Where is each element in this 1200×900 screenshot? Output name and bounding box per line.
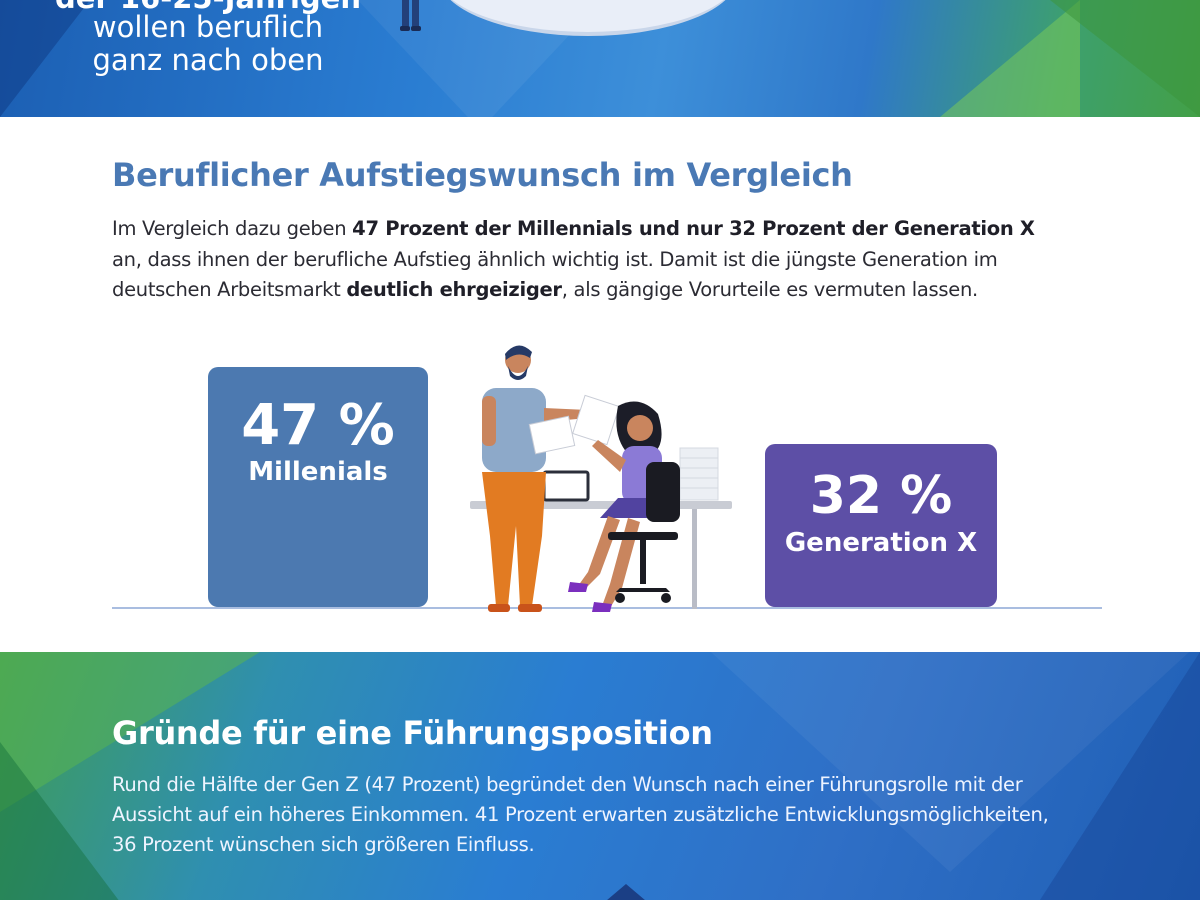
bar-value-label: 47 % bbox=[241, 393, 395, 458]
paragraph-line-1: Im Vergleich dazu geben 47 Prozent der M… bbox=[112, 214, 1072, 245]
body-text: , als gängige Vorurteile es vermuten las… bbox=[561, 278, 978, 301]
bottom-banner bbox=[0, 652, 1200, 900]
header-line-2: wollen beruflich bbox=[92, 10, 324, 44]
banner-decoration bbox=[1050, 0, 1200, 117]
paragraph-line-3: deutschen Arbeitsmarkt deutlich ehrgeizi… bbox=[112, 275, 1072, 306]
paragraph-line-2: an, dass ihnen der berufliche Aufstieg ä… bbox=[112, 245, 1072, 276]
banner-decoration bbox=[1040, 652, 1200, 900]
section-title: Beruflicher Aufstiegswunsch im Vergleich bbox=[112, 156, 853, 194]
body-text: deutschen Arbeitsmarkt bbox=[112, 278, 347, 301]
body-text: an, dass ihnen der berufliche Aufstieg ä… bbox=[112, 247, 998, 271]
top-banner: der 16-25-Jährigen wollen beruflich ganz… bbox=[0, 0, 1200, 117]
bar-millenials: 47 % Millenials bbox=[208, 367, 428, 607]
header-line-cut: der 16-25-Jährigen bbox=[0, 0, 416, 15]
reasons-paragraph: Rund die Hälfte der Gen Z (47 Prozent) b… bbox=[112, 770, 1112, 860]
office-workers-illustration bbox=[470, 345, 732, 612]
section-paragraph: Im Vergleich dazu geben 47 Prozent der M… bbox=[112, 214, 1072, 306]
header-line-3: ganz nach oben bbox=[92, 43, 324, 77]
highlight-text: deutlich ehrgeiziger bbox=[346, 278, 562, 301]
reasons-line-2: Aussicht auf ein höheres Einkommen. 41 P… bbox=[112, 803, 1049, 826]
banner-decoration bbox=[700, 652, 1200, 872]
bar-category-label: Millenials bbox=[248, 457, 388, 487]
banner-decoration bbox=[600, 884, 652, 900]
banner-decoration bbox=[0, 652, 260, 812]
reasons-line-3: 36 Prozent wünschen sich größeren Einflu… bbox=[112, 833, 535, 856]
banner-decoration bbox=[0, 0, 90, 117]
body-text: Im Vergleich dazu geben bbox=[112, 217, 353, 240]
highlight-text: 47 Prozent der Millennials und nur 32 Pr… bbox=[352, 217, 1035, 240]
bar-value-label: 32 % bbox=[809, 466, 953, 526]
banner-decoration bbox=[0, 742, 120, 900]
person-legs-illustration bbox=[400, 0, 421, 31]
reasons-title: Gründe für eine Führungsposition bbox=[112, 714, 713, 752]
reasons-line-1: Rund die Hälfte der Gen Z (47 Prozent) b… bbox=[112, 773, 1023, 796]
bar-generation-x: 32 % Generation X bbox=[765, 444, 997, 607]
bar-category-label: Generation X bbox=[784, 528, 978, 558]
